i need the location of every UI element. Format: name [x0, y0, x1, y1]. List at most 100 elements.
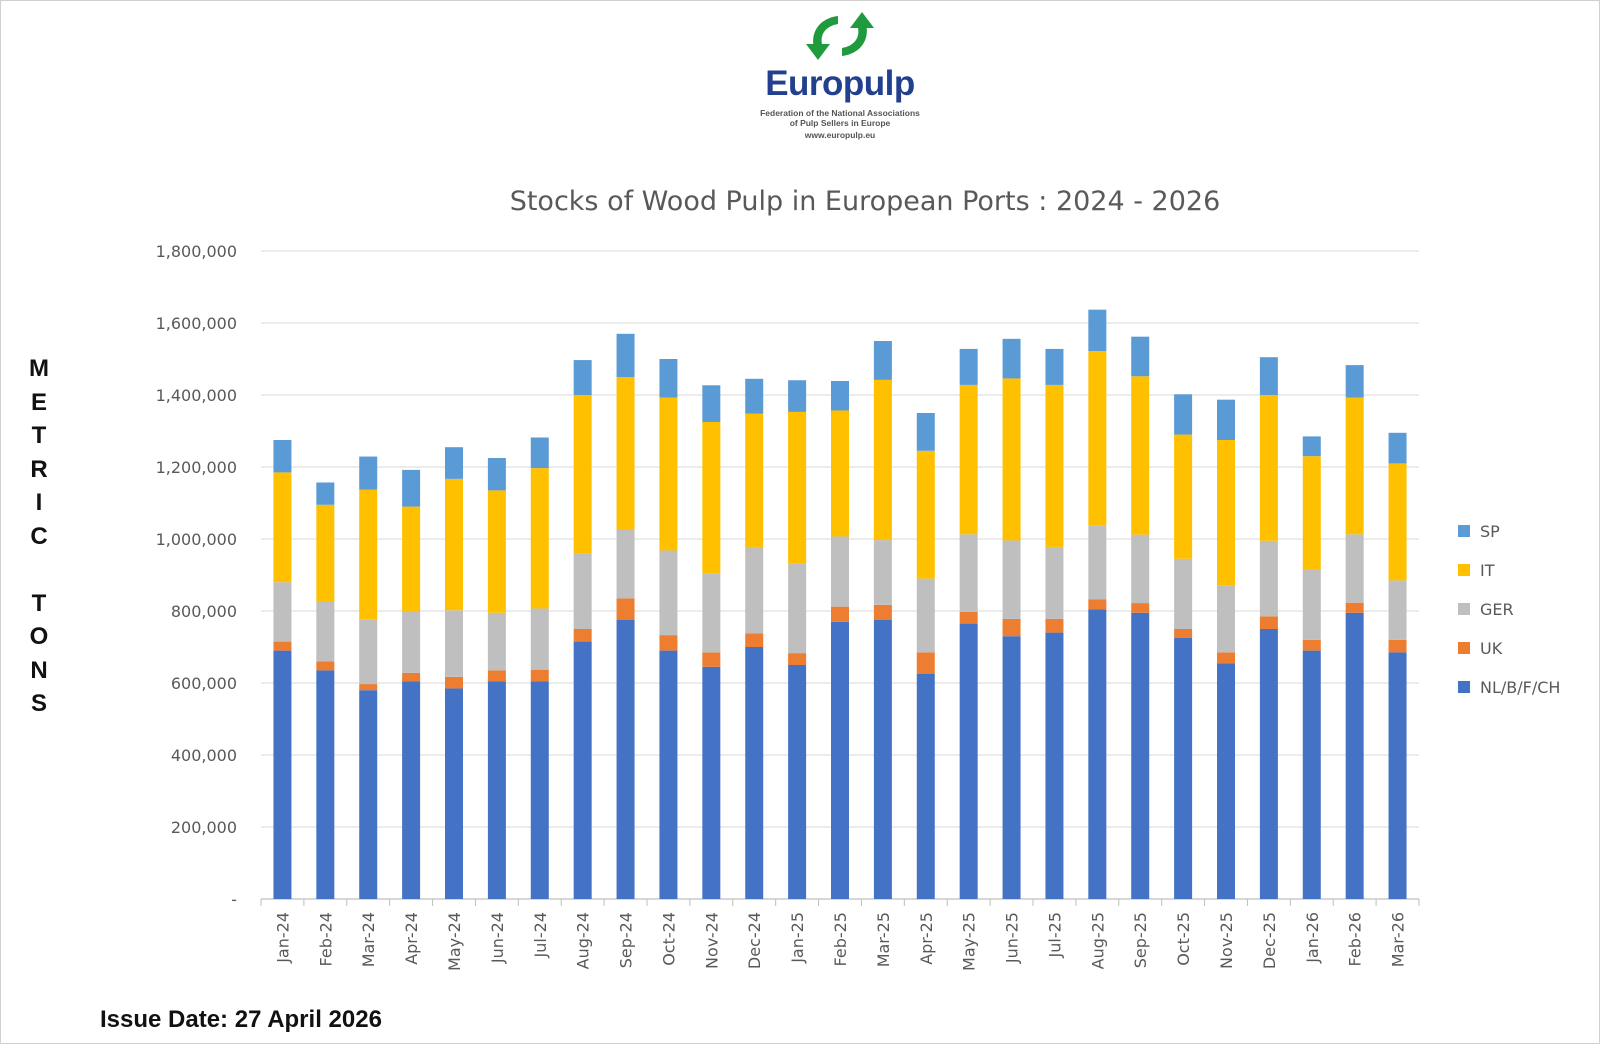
bar-segment: [402, 611, 421, 673]
bar-segment: [788, 665, 807, 899]
bar-segment: [659, 359, 678, 398]
bar-segment: [1002, 618, 1021, 637]
bar-segment: [959, 623, 978, 899]
bar-segment: [402, 506, 421, 611]
bar-segment: [402, 681, 421, 899]
bar-segment: [1302, 456, 1321, 570]
bar-segment: [487, 458, 506, 491]
x-tick-label: Jan-24: [273, 912, 292, 964]
bar-segment: [273, 641, 292, 651]
x-tick-label: Jan-25: [788, 912, 807, 964]
bar-segment: [788, 411, 807, 564]
x-tick-label: Sep-25: [1131, 912, 1150, 968]
bar-segment: [1217, 663, 1235, 899]
bar-segment: [916, 413, 935, 451]
bar-segment: [445, 447, 463, 479]
bar-segment: [873, 379, 892, 541]
bar-segment: [659, 650, 678, 899]
bar-segment: [1045, 384, 1064, 547]
y-tick-label: 1,800,000: [156, 242, 237, 261]
bar-segment: [1388, 639, 1407, 653]
bar-segment: [831, 410, 849, 537]
bar-segment: [1388, 580, 1407, 640]
bar-segment: [1045, 618, 1064, 633]
y-axis-label-letter: T: [31, 422, 47, 449]
bar-segment: [1088, 525, 1107, 600]
bar-segment: [745, 413, 764, 547]
bar-segment: [1259, 629, 1278, 899]
x-tick-label: Apr-24: [402, 912, 421, 965]
bar-segment: [1088, 599, 1107, 610]
logo-website: www.europulp.eu: [804, 130, 876, 140]
y-tick-label: 600,000: [171, 674, 237, 693]
bar-segment: [530, 608, 549, 670]
bar-segment: [1217, 440, 1235, 586]
bar-segment: [1088, 609, 1107, 899]
bar-segment: [1388, 432, 1407, 464]
bar-segment: [445, 688, 463, 899]
bar-segment: [359, 690, 378, 899]
bar-segment: [1259, 395, 1278, 541]
bar-segment: [316, 504, 335, 602]
bar-segment: [745, 633, 764, 647]
bar-segment: [445, 676, 463, 689]
bar-segment: [359, 619, 378, 685]
x-tick-label: Oct-25: [1174, 912, 1193, 966]
bar-segment: [530, 437, 549, 469]
bar-segment: [702, 385, 721, 422]
bar-segment: [1131, 376, 1150, 535]
bar-segment: [831, 606, 849, 622]
bar-segment: [788, 380, 807, 412]
legend-swatch: [1458, 681, 1470, 693]
x-tick-label: Aug-24: [574, 912, 593, 969]
bar-segment: [1345, 534, 1364, 603]
bar-segment: [487, 681, 506, 899]
bar-segment: [1174, 638, 1193, 899]
y-axis-label-letter: I: [35, 489, 43, 516]
bar-segment: [616, 620, 635, 899]
chart-title: Stocks of Wood Pulp in European Ports : …: [509, 186, 1221, 217]
legend-label: IT: [1480, 561, 1495, 580]
bar-segment: [573, 629, 592, 642]
bar-segment: [1174, 394, 1193, 435]
legend-swatch: [1458, 603, 1470, 615]
legend-label: GER: [1480, 600, 1514, 619]
bar-segment: [1002, 338, 1021, 379]
bar-segment: [702, 573, 721, 653]
legend-label: SP: [1480, 522, 1500, 541]
y-tick-label: 1,600,000: [156, 314, 237, 333]
bar-segment: [659, 635, 678, 651]
bar-segment: [1217, 652, 1235, 664]
bar-segment: [702, 666, 721, 899]
legend-swatch: [1458, 525, 1470, 537]
bar-segment: [1045, 546, 1064, 619]
bar-segment: [573, 360, 592, 395]
y-tick-label: -: [231, 890, 237, 909]
bar-segment: [1259, 616, 1278, 629]
x-tick-label: Jun-25: [1003, 912, 1022, 964]
x-tick-label: Jul-24: [531, 912, 550, 958]
bar-segment: [616, 377, 635, 530]
x-tick-label: Mar-25: [874, 912, 893, 967]
bar-segment: [1174, 434, 1193, 559]
x-tick-label: Jan-26: [1303, 912, 1322, 964]
bar-segment: [959, 611, 978, 624]
legend-swatch: [1458, 642, 1470, 654]
x-tick-label: Aug-25: [1088, 912, 1107, 969]
bar-segment: [1045, 348, 1064, 385]
bar-segment: [445, 610, 463, 677]
logo-subtitle-line-2: of Pulp Sellers in Europe: [789, 118, 891, 128]
bar-segment: [831, 621, 849, 899]
x-tick-label: Dec-24: [745, 912, 764, 969]
bar-segment: [745, 378, 764, 414]
bar-segment: [316, 482, 335, 505]
bar-segment: [530, 669, 549, 682]
x-tick-label: Jul-25: [1045, 912, 1064, 958]
bar-segment: [359, 456, 378, 490]
bar-segment: [873, 540, 892, 605]
stacked-bar-chart: - 200,000 400,000 600,000 800,000 1,000,000 1,…: [156, 242, 1561, 971]
bar-segment: [487, 490, 506, 613]
recycle-arrows-icon: [806, 12, 874, 60]
y-axis-label-letter: O: [29, 623, 49, 650]
